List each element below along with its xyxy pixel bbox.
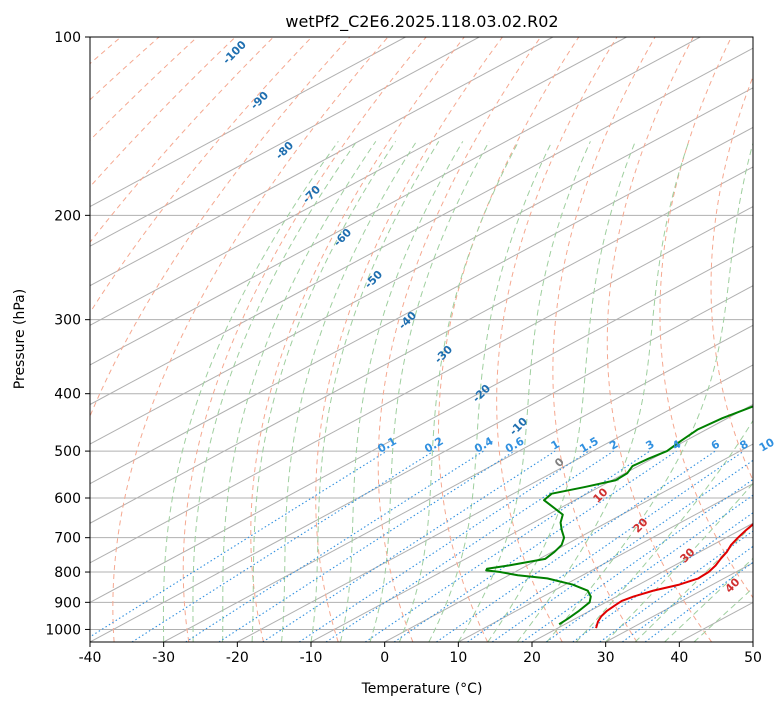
y-tick-label: 500 <box>54 444 81 460</box>
x-axis-label: Temperature (°C) <box>361 681 483 697</box>
moist-adiabat-line <box>281 141 417 642</box>
isotherm-line <box>310 403 753 642</box>
mixing-ratio-label: 10 <box>757 435 775 454</box>
isotherm-line <box>90 285 753 642</box>
dry-adiabat-line <box>496 37 618 642</box>
plot-frame <box>89 36 754 643</box>
mixing-ratio-line <box>325 450 614 642</box>
dewpoint-line <box>485 405 753 626</box>
y-tick-label: 700 <box>54 531 81 547</box>
y-tick-label: 400 <box>54 387 81 403</box>
x-tick-label: 20 <box>523 650 541 666</box>
mixing-ratio-line <box>599 530 753 642</box>
mixing-ratio-line <box>521 478 753 642</box>
isotherm-line <box>163 324 753 642</box>
moist-adiabat-line <box>192 141 358 642</box>
dry-adiabat-line <box>377 37 542 642</box>
isotherm-line <box>90 37 480 247</box>
mixing-ratio-line <box>436 450 716 642</box>
dry-adiabat-line <box>250 37 465 642</box>
dry-adiabat-line <box>182 37 427 642</box>
mixing-ratio-line <box>572 512 753 642</box>
moist-adiabat-line <box>222 141 377 642</box>
x-tick-label: 50 <box>744 650 762 666</box>
isotherm-line <box>90 206 753 564</box>
mixing-ratio-line <box>467 450 745 642</box>
isotherm-line <box>90 37 554 287</box>
isotherm-line <box>458 483 753 642</box>
y-tick-label: 1000 <box>45 622 81 638</box>
x-tick-label: -20 <box>226 650 249 666</box>
moist-adiabat-line <box>546 141 753 642</box>
isotherm-line <box>384 443 753 642</box>
mixing-ratio-line <box>622 545 753 642</box>
dry-adiabat-line <box>552 37 656 642</box>
dry-adiabat-line <box>710 75 753 482</box>
moist-adiabat-line <box>428 141 553 642</box>
dry-adiabat-line <box>112 37 389 642</box>
mixing-ratio-line <box>545 494 753 642</box>
y-tick-label: 300 <box>54 313 81 329</box>
isotherm-line <box>90 37 701 366</box>
moist-adiabat-line <box>369 141 490 642</box>
x-axis: -40 -30 -20 -10 0 10 20 30 40 50 <box>79 642 762 666</box>
moist-adiabat-line <box>339 141 464 642</box>
x-tick-label: -10 <box>300 650 323 666</box>
isotherm-line <box>90 87 753 445</box>
moist-adiabat-line <box>162 141 339 642</box>
moist-adiabat-line <box>398 141 520 642</box>
moist-adiabat-line <box>251 141 397 642</box>
isotherm-line <box>90 245 753 603</box>
moist-adiabat-line <box>487 141 636 642</box>
y-tick-label: 900 <box>54 595 81 611</box>
profile-lines <box>485 405 753 629</box>
mixing-ratio-line <box>298 450 590 642</box>
isotherm-line <box>237 364 753 642</box>
x-tick-label: 0 <box>380 650 389 666</box>
y-tick-label: 100 <box>54 30 81 46</box>
moist-adiabat-line <box>575 419 753 642</box>
mixing-ratio-line <box>90 450 388 638</box>
dry-adiabat-line <box>659 37 753 599</box>
chart-title: wetPf2_C2E6.2025.118.03.02.R02 <box>285 12 558 32</box>
x-tick-label: 40 <box>670 650 688 666</box>
isotherm-line <box>531 522 753 642</box>
moist-adiabat-line <box>310 141 440 642</box>
isotherm-line <box>90 37 406 208</box>
dry-adiabat-line <box>437 37 580 642</box>
isotherm-line <box>90 37 627 326</box>
y-axis: 100 200 300 400 500 600 700 800 900 1000 <box>45 30 90 638</box>
moist-adiabat-line <box>605 482 753 642</box>
isotherm-line <box>90 126 753 485</box>
y-tick-label: 800 <box>54 565 81 581</box>
mixing-ratio-line <box>491 459 753 642</box>
isotherm-line <box>90 166 753 524</box>
x-tick-label: -30 <box>152 650 175 666</box>
mixing-ratio-line <box>185 450 484 642</box>
mixing-ratio-line <box>364 450 651 642</box>
dry-adiabat-line <box>315 37 503 642</box>
x-tick-label: 10 <box>449 650 467 666</box>
isotherm-line <box>90 47 753 406</box>
moist-adiabat-line <box>516 141 690 642</box>
x-tick-label: 30 <box>597 650 615 666</box>
y-tick-label: 600 <box>54 491 81 507</box>
background-lines <box>90 37 753 642</box>
moist-adiabat-line <box>457 141 591 642</box>
temperature-line <box>595 522 753 629</box>
x-tick-label: -40 <box>79 650 102 666</box>
dry-adiabat-line <box>606 37 713 642</box>
y-tick-label: 200 <box>54 208 81 224</box>
y-axis-label: Pressure (hPa) <box>12 289 28 389</box>
